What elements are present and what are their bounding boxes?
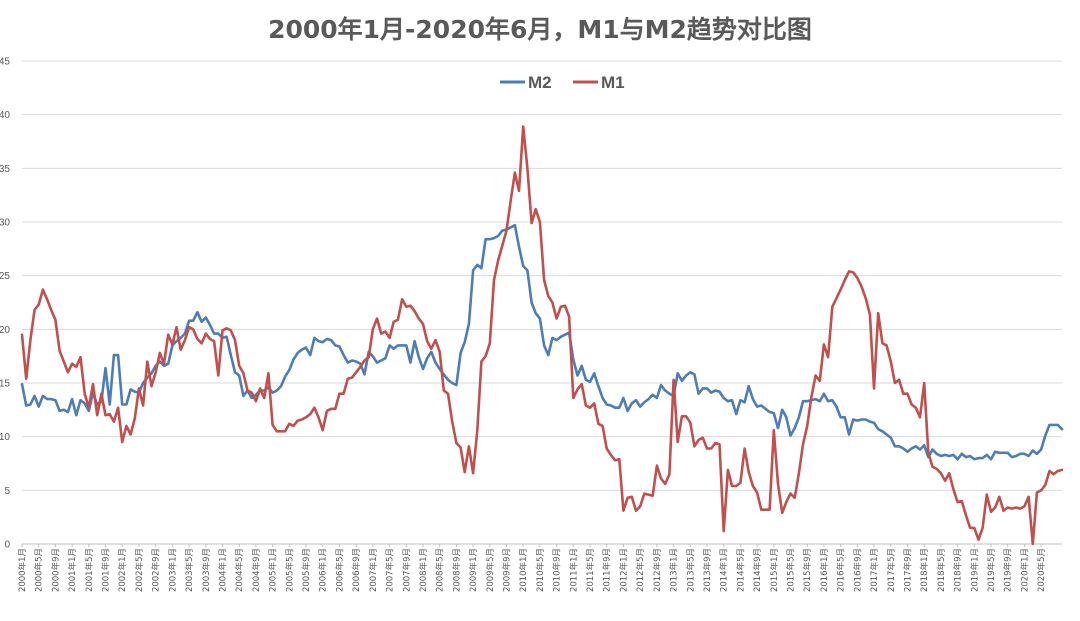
x-tick-label: 2011年9月	[602, 548, 613, 592]
x-tick-label: 2009年9月	[501, 548, 512, 592]
x-tick-label: 2004年9月	[251, 548, 262, 592]
y-tick-label: 15	[0, 379, 10, 390]
x-tick-label: 2001年5月	[84, 548, 95, 592]
x-tick-label: 2015年5月	[786, 548, 797, 592]
x-tick-label: 2011年5月	[585, 548, 596, 592]
x-tick-label: 2009年1月	[468, 548, 479, 592]
x-tick-label: 2002年5月	[134, 548, 145, 592]
x-tick-label: 2016年5月	[836, 548, 847, 592]
x-tick-label: 2004年5月	[234, 548, 245, 592]
x-tick-label: 2004年1月	[217, 548, 228, 592]
x-tick-label: 2001年9月	[101, 548, 112, 592]
x-tick-label: 2007年5月	[385, 548, 396, 592]
x-tick-label: 2008年1月	[418, 548, 429, 592]
x-tick-label: 2018年1月	[919, 548, 930, 592]
series-line-m2	[20, 223, 1064, 461]
x-tick-label: 2001年1月	[67, 548, 78, 592]
x-tick-label: 2017年1月	[869, 548, 880, 592]
x-tick-label: 2014年9月	[752, 548, 763, 592]
x-tick-label: 2014年5月	[735, 548, 746, 592]
x-tick-label: 2011年1月	[568, 548, 579, 592]
x-tick-label: 2019年9月	[1003, 548, 1014, 592]
x-tick-label: 2017年5月	[886, 548, 897, 592]
x-tick-label: 2006年1月	[318, 548, 329, 592]
x-tick-label: 2003年1月	[167, 548, 178, 592]
y-tick-label: 0	[4, 540, 10, 551]
x-tick-label: 2013年1月	[669, 548, 680, 592]
x-tick-label: 2008年9月	[451, 548, 462, 592]
x-tick-label: 2013年9月	[702, 548, 713, 592]
x-tick-label: 2015年9月	[802, 548, 813, 592]
x-tick-label: 2018年9月	[953, 548, 964, 592]
legend-label-m1: M1	[601, 73, 625, 92]
y-tick-label: 20	[0, 325, 10, 336]
chart-title: 2000年1月-2020年6月，M1与M2趋势对比图	[268, 15, 812, 44]
x-tick-label: 2003年9月	[201, 548, 212, 592]
y-tick-label: 25	[0, 271, 10, 282]
y-tick-label: 45	[0, 57, 10, 68]
y-tick-label: 30	[0, 218, 10, 229]
y-tick-label: 5	[4, 486, 10, 497]
x-tick-label: 2007年9月	[401, 548, 412, 592]
series-lines	[20, 125, 1064, 546]
x-axis-tick-labels: 2000年1月 2000年5月 2000年9月 2001年1月 2001年5月 2001年…	[17, 544, 1047, 592]
x-tick-label: 2006年9月	[351, 548, 362, 592]
legend: M2 M1	[500, 73, 625, 92]
x-tick-label: 2018年5月	[936, 548, 947, 592]
x-tick-label: 2010年9月	[552, 548, 563, 592]
x-tick-label: 2000年1月	[17, 548, 28, 592]
x-tick-label: 2012年5月	[635, 548, 646, 592]
x-tick-label: 2002年1月	[117, 548, 128, 592]
x-tick-label: 2014年1月	[719, 548, 730, 592]
y-tick-label: 40	[0, 110, 10, 121]
x-tick-label: 2020年1月	[1019, 548, 1030, 592]
x-tick-label: 2016年9月	[852, 548, 863, 592]
x-tick-label: 2003年5月	[184, 548, 195, 592]
x-tick-label: 2010年1月	[518, 548, 529, 592]
x-tick-label: 2012年1月	[618, 548, 629, 592]
x-tick-label: 2007年1月	[368, 548, 379, 592]
x-tick-label: 2005年5月	[284, 548, 295, 592]
x-tick-label: 2009年5月	[485, 548, 496, 592]
x-tick-label: 2016年1月	[819, 548, 830, 592]
x-tick-label: 2000年9月	[50, 548, 61, 592]
x-tick-label: 2006年5月	[334, 548, 345, 592]
x-tick-label: 2017年9月	[902, 548, 913, 592]
x-tick-label: 2002年9月	[151, 548, 162, 592]
x-tick-label: 2019年5月	[986, 548, 997, 592]
legend-label-m2: M2	[528, 73, 552, 92]
y-axis-tick-labels: 0 5 10 15 20 25 30 35 40 45	[0, 57, 10, 551]
x-tick-label: 2013年5月	[685, 548, 696, 592]
x-tick-label: 2000年5月	[34, 548, 45, 592]
x-tick-label: 2010年5月	[535, 548, 546, 592]
x-tick-label: 2015年1月	[769, 548, 780, 592]
x-tick-label: 2005年9月	[301, 548, 312, 592]
y-tick-label: 10	[0, 432, 10, 443]
series-line-m1	[20, 125, 1064, 546]
gridlines	[22, 60, 1062, 545]
x-tick-label: 2012年9月	[652, 548, 663, 592]
x-tick-label: 2005年1月	[268, 548, 279, 592]
y-tick-label: 35	[0, 164, 10, 175]
x-tick-label: 2008年5月	[435, 548, 446, 592]
x-tick-label: 2020年5月	[1036, 548, 1047, 592]
x-tick-label: 2019年1月	[969, 548, 980, 592]
